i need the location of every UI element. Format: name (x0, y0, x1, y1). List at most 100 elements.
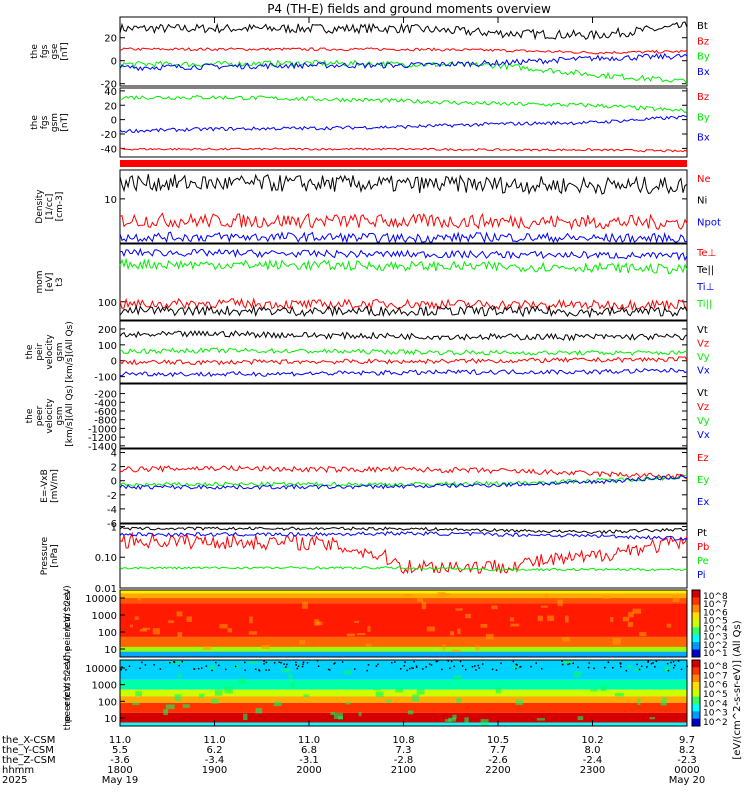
time-row-value: -2.8 (394, 755, 414, 766)
spectrogram-patch (485, 633, 494, 640)
trace-Bt (119, 21, 688, 41)
spectrogram-dot (328, 669, 331, 671)
spectrogram-dot (327, 668, 330, 671)
spectrogram-dot (672, 661, 675, 663)
spectrogram-patch (198, 693, 205, 699)
spectrogram-dot (273, 662, 276, 664)
spectrogram-patch (480, 719, 489, 726)
colorbar-segment (692, 590, 700, 598)
spectrogram-patch (238, 678, 246, 684)
spectrogram-dot (561, 663, 564, 666)
spectrogram-band (120, 712, 687, 723)
spectrogram-dot (415, 665, 418, 668)
trace-Pe (119, 566, 688, 572)
spectrogram-dot (646, 666, 648, 668)
colorbar-segment (692, 711, 700, 720)
spectrogram-dot (295, 664, 297, 666)
panel-temperature: 100 mom [eV] t3 Te⊥ Te|| Ti⊥ Ti|| (35, 243, 716, 321)
spectrogram-patch (219, 624, 228, 629)
legend-entry: Vy (697, 416, 710, 427)
panel-frame (119, 87, 688, 158)
spectrogram-dot (422, 668, 424, 670)
spectrogram-patch (346, 633, 355, 637)
spectrogram-dot (654, 666, 656, 668)
spectrogram-patch (210, 698, 219, 704)
colorbar-segment (692, 597, 700, 606)
ylabel-line: sr-eV) (63, 585, 73, 611)
y-tick-label: 100 (98, 628, 117, 639)
spectrogram-patch (557, 599, 563, 607)
legend-entry: Ni (697, 196, 707, 207)
colorbar-tick-label: 10^1 (703, 649, 728, 659)
ylabel-line: Pressure (40, 536, 50, 575)
panel-peer_velocity: -200-400-600-800-1000-1200-1400 the peer ve… (25, 383, 710, 453)
spectrogram-patch (627, 622, 633, 628)
spectrogram-patch (261, 645, 270, 650)
time-row-value: -2.6 (488, 755, 508, 766)
spectrogram-dot (612, 667, 614, 669)
legend-entry: Bt (697, 21, 708, 32)
spectrogram-band (120, 696, 687, 703)
spectrogram-dot (263, 663, 265, 665)
time-row-value: 0000 (674, 765, 699, 776)
colorbar-tick-label: 10^6 (703, 608, 728, 618)
spectrogram-dot (265, 661, 268, 664)
time-row-value: 2300 (580, 765, 605, 776)
spectrogram-patch (666, 623, 672, 628)
spectrogram-dot (341, 661, 344, 663)
legend-entry: Ex (697, 497, 709, 508)
spectrogram-dot (141, 661, 143, 664)
colorbar-segment (692, 619, 700, 628)
time-row-value: -3.4 (205, 755, 225, 766)
spectrogram-patch (281, 668, 291, 673)
spectrogram-dot (353, 668, 356, 670)
spectrogram-dot (391, 661, 393, 664)
spectrogram-dot (625, 669, 628, 672)
spectrogram-dot (464, 668, 467, 671)
y-tick-label: -400 (94, 398, 117, 409)
spectrogram-patch (177, 632, 183, 637)
ylabel-line: velocity (45, 398, 55, 434)
spectrogram-patch (464, 717, 469, 724)
spectrogram-dot (572, 662, 574, 665)
plot-title: P4 (TH-E) fields and ground moments over… (267, 2, 551, 16)
trace-Bz (119, 147, 688, 153)
ylabel-line: gse (50, 43, 60, 59)
trace-Pb (119, 531, 688, 575)
legend-entry: Vt (697, 388, 708, 399)
spectrogram-dot (474, 665, 476, 667)
spectrogram-patch (375, 691, 384, 697)
spectrogram-patch (345, 702, 351, 705)
legend-entry: Ey (697, 475, 709, 486)
spectrogram-dot (263, 660, 265, 662)
ylabel-line: the (30, 44, 40, 59)
y-tick-label: -1000 (88, 424, 117, 435)
y-tick-label: 1 (111, 522, 117, 533)
colorbar-segment (692, 682, 700, 690)
spectrogram-patch (416, 689, 425, 695)
ylabel-line: t3 (55, 277, 65, 286)
ylabel-line: gsm (55, 406, 65, 425)
spectrogram-dot (667, 669, 670, 672)
spectrogram-patch (547, 615, 555, 621)
panel-efield: 4 2 0 -2 -4 -6 E=-VxB [mV/m] Ez Ey Ex (40, 448, 709, 530)
ylabel-line: velocity (45, 334, 55, 370)
spectrogram-band (120, 689, 687, 697)
spectrogram-dot (285, 666, 287, 668)
spectrogram-patch (152, 628, 161, 635)
spectrogram-patch (233, 665, 240, 668)
y-tick-label: 100 (98, 341, 117, 352)
spectrogram-patch (142, 627, 151, 630)
date-label-first: May 19 (102, 775, 139, 786)
ylabel-line: [mV/m] (50, 469, 60, 503)
legend-entry: Vx (697, 430, 710, 441)
spectrogram-patch (373, 688, 381, 691)
spectrogram-patch (314, 619, 320, 626)
ylabel-line: en (63, 695, 73, 706)
spectrogram-patch (139, 629, 147, 632)
ylabel-line: the (63, 715, 73, 730)
spectrogram-dot (415, 666, 418, 668)
trace-By (119, 94, 688, 114)
legend-entry: Pt (697, 528, 707, 539)
time-row-label: hhmm (2, 765, 34, 776)
